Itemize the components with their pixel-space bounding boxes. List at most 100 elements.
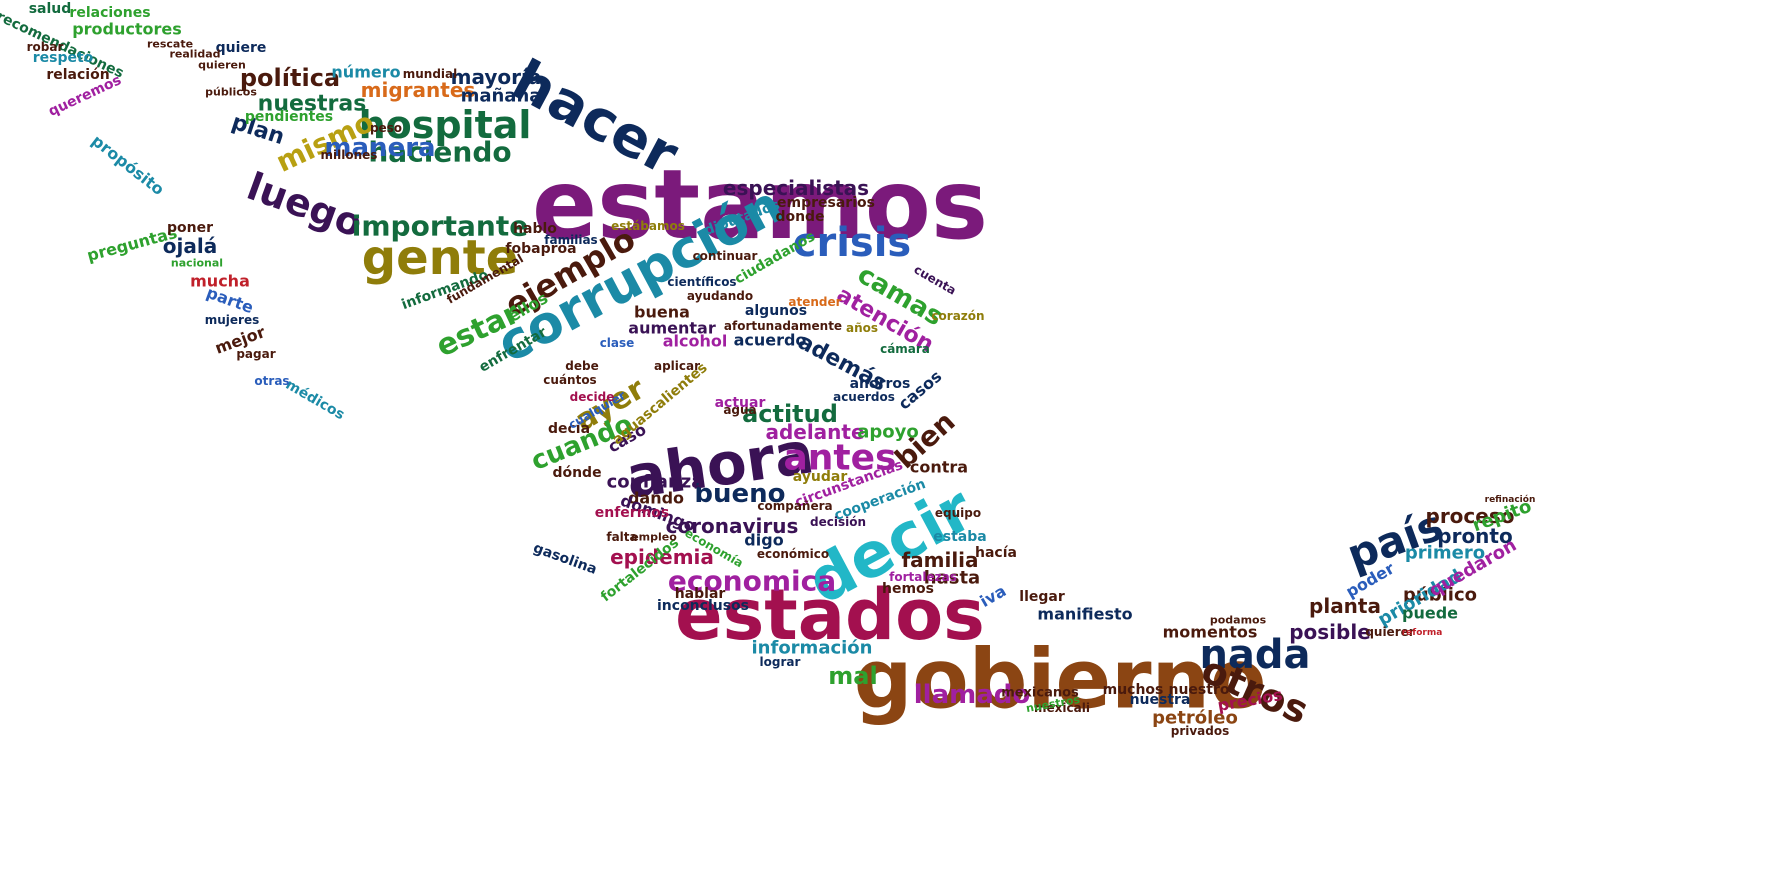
word-mal: mal xyxy=(828,662,877,690)
word-acuerdos: acuerdos xyxy=(833,390,895,404)
word-peso: peso xyxy=(370,121,402,135)
word-clase: clase xyxy=(600,336,635,350)
word-ahorros: ahorros xyxy=(850,376,911,392)
word-enfermos: enfermos xyxy=(595,505,670,521)
word-decía: decía xyxy=(548,421,590,437)
word-familias: familias xyxy=(544,233,597,247)
word-nuestras: nuestras xyxy=(258,92,367,117)
word-pronto: pronto xyxy=(1437,524,1512,548)
word-poner: poner xyxy=(167,220,213,236)
word-relaciones: relaciones xyxy=(69,5,150,21)
word-empleo: empleo xyxy=(631,531,677,544)
word-petróleo: petróleo xyxy=(1152,708,1238,729)
word-mujeres: mujeres xyxy=(205,313,260,327)
word-estaba: estaba xyxy=(933,529,986,545)
word-bueno: bueno xyxy=(694,479,785,509)
word-manifiesto: manifiesto xyxy=(1037,605,1132,624)
word-quieren: quieren xyxy=(198,59,246,72)
word-años: años xyxy=(846,321,878,335)
word-quierer: quierer xyxy=(1365,625,1414,639)
word-nuestra: nuestra xyxy=(1130,692,1191,708)
word-fobaproa: fobaproa xyxy=(505,241,576,257)
word-primero: primero xyxy=(1405,543,1485,564)
word-agua: agua xyxy=(723,403,756,417)
word-digo: digo xyxy=(744,531,783,550)
word-posible: posible xyxy=(1289,620,1371,644)
word-política: política xyxy=(240,64,340,92)
word-científicos: científicos xyxy=(667,275,736,289)
word-corazón: corazón xyxy=(931,309,984,323)
word-hacía: hacía xyxy=(975,545,1017,561)
word-crisis: crisis xyxy=(793,220,911,266)
word-información: información xyxy=(752,638,873,659)
word-salud: salud xyxy=(29,1,72,17)
word-familia: familia xyxy=(901,548,978,572)
word-especialistas: especialistas xyxy=(723,176,869,200)
word-hospital: hospital xyxy=(359,103,532,147)
word-actuar: actuar xyxy=(715,395,766,411)
word-preguntas: preguntas xyxy=(85,223,179,265)
word-privados: privados xyxy=(1171,724,1230,738)
word-propósito: propósito xyxy=(88,131,168,199)
word-mañana: mañana xyxy=(461,86,542,107)
word-debe: debe xyxy=(565,359,598,373)
word-número: número xyxy=(331,63,400,82)
word-millones: millones xyxy=(321,148,378,162)
word-mucha: mucha xyxy=(190,272,250,291)
word-epidemia: epidemia xyxy=(610,545,714,569)
word-productores: productores xyxy=(72,20,182,39)
word-ayudando: ayudando xyxy=(687,289,753,303)
word-gasolina: gasolina xyxy=(531,540,599,578)
word-confianza: confianza xyxy=(607,472,704,493)
word-muchos: muchos xyxy=(1103,682,1164,698)
word-gente: gente xyxy=(362,230,519,286)
word-economica: economica xyxy=(668,565,836,598)
word-coronavirus: coronavirus xyxy=(666,514,799,538)
word-luego: luego xyxy=(241,164,368,246)
word-nacional: nacional xyxy=(171,257,223,270)
word-realidad: realidad xyxy=(169,48,220,61)
word-público: público xyxy=(1403,585,1477,606)
word-quiere: quiere xyxy=(216,40,267,56)
word-mexicali: mexicali xyxy=(1034,701,1090,715)
word-decisión: decisión xyxy=(810,515,866,529)
word-hablo: hablo xyxy=(513,221,557,237)
word-dando: dando xyxy=(628,489,684,508)
word-ojalá: ojalá xyxy=(163,234,217,258)
word-aplicar: aplicar xyxy=(654,359,700,373)
word-robar: robar xyxy=(27,40,64,54)
word-gobierno: gobierno xyxy=(854,633,1267,728)
word-públicos: públicos xyxy=(205,86,257,99)
word-momentos: momentos xyxy=(1163,623,1258,642)
word-proceso: proceso xyxy=(1426,504,1515,528)
word-estábamos: estábamos xyxy=(611,219,685,233)
word-compañera: compañera xyxy=(757,499,832,513)
word-donde: donde xyxy=(775,209,824,225)
word-nuestro: nuestro xyxy=(1169,682,1230,698)
word-actitud: actitud xyxy=(742,400,838,428)
word-aumentar: aumentar xyxy=(628,319,716,338)
word-continuar: continuar xyxy=(693,249,758,263)
word-importante: importante xyxy=(352,210,528,243)
word-estamos: estamos xyxy=(532,149,988,261)
word-dónde: dónde xyxy=(552,465,601,481)
word-falta: falta xyxy=(606,530,637,544)
word-llegar: llegar xyxy=(1019,589,1065,605)
word-llamado: llamado xyxy=(914,680,1030,710)
word-antes: antes xyxy=(784,438,897,479)
word-planta: planta xyxy=(1309,594,1381,618)
word-equipo: equipo xyxy=(935,506,981,520)
word-pendientes: pendientes xyxy=(245,109,333,125)
word-mexicanos: mexicanos xyxy=(1001,686,1079,701)
word-alcohol: alcohol xyxy=(663,332,728,351)
word-mundial: mundial xyxy=(403,67,458,81)
word-estados: estados xyxy=(675,574,985,656)
word-hablar: hablar xyxy=(675,586,726,602)
word-lograr: lograr xyxy=(760,655,801,669)
word-económico: económico xyxy=(757,547,829,561)
word-hemos: hemos xyxy=(882,581,934,597)
word-mayoría: mayoría xyxy=(451,65,542,89)
word-relación: relación xyxy=(46,67,109,83)
